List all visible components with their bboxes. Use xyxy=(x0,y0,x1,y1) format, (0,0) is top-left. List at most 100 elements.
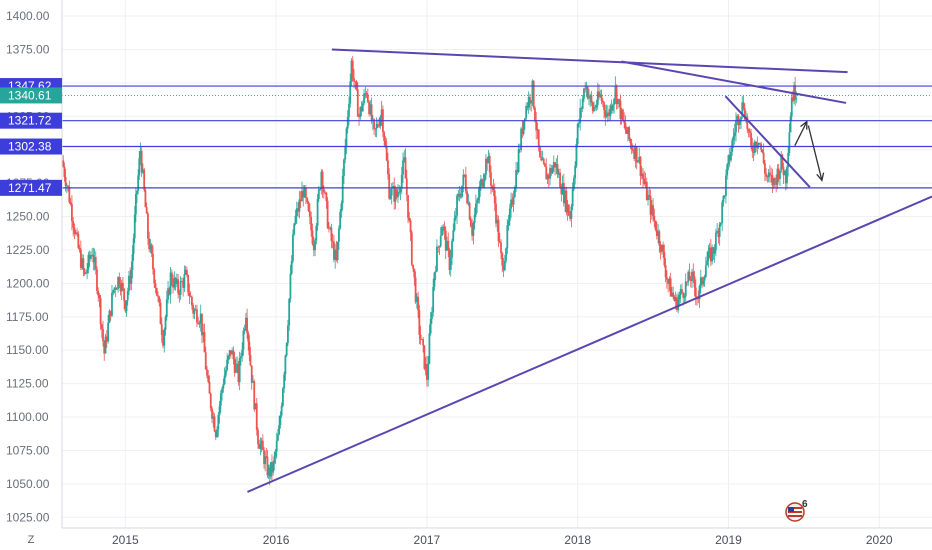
candle-body xyxy=(660,244,663,252)
candle-body xyxy=(149,244,152,250)
candle-body xyxy=(572,178,575,190)
candle-body xyxy=(112,290,115,293)
candle-body xyxy=(245,317,247,329)
candle-body xyxy=(531,80,534,101)
candle-body xyxy=(683,296,686,298)
candle-body xyxy=(428,333,431,364)
candle-body xyxy=(569,215,572,219)
candle-body xyxy=(476,200,479,204)
candle-body xyxy=(652,205,654,216)
candle-body xyxy=(667,279,670,284)
candle-body xyxy=(246,317,248,333)
candle-body xyxy=(795,98,798,100)
candle-body xyxy=(491,185,494,188)
candle-body xyxy=(725,175,727,196)
candle-body xyxy=(492,187,495,191)
level-label-bg xyxy=(0,87,62,104)
candle-body xyxy=(267,467,270,476)
candle-body xyxy=(119,284,122,292)
candle-body xyxy=(672,292,675,297)
candle-body xyxy=(520,128,523,150)
candle-body xyxy=(471,226,474,236)
candle-body xyxy=(779,170,781,180)
candle-body xyxy=(86,269,89,274)
candle-body xyxy=(126,291,129,301)
candle-body xyxy=(415,296,418,302)
candle-body xyxy=(676,297,678,311)
candle-body xyxy=(730,151,732,161)
candle-body xyxy=(782,167,785,176)
candle-body xyxy=(351,60,354,78)
candle-body xyxy=(198,323,201,325)
candle-body xyxy=(549,168,551,179)
level-label-text: 1271.47 xyxy=(8,181,52,195)
candle-body xyxy=(437,246,440,248)
candle-body xyxy=(232,350,235,360)
candle-body xyxy=(316,199,319,226)
candle-body xyxy=(329,227,332,229)
candle-body xyxy=(294,215,297,224)
candle-body xyxy=(632,149,634,152)
candle-body xyxy=(780,154,783,171)
candle-body xyxy=(464,174,467,192)
candle-body xyxy=(266,456,269,476)
candle-body xyxy=(183,274,186,288)
candle-body xyxy=(746,116,749,130)
candle-body xyxy=(290,261,293,274)
candle-body xyxy=(393,186,396,202)
candle-body xyxy=(319,189,321,190)
zoom-button[interactable]: Z xyxy=(20,530,42,548)
candle-body xyxy=(633,151,636,159)
candle-body xyxy=(271,462,273,473)
candle-body xyxy=(748,130,751,133)
candle-body xyxy=(192,305,195,314)
candle-body xyxy=(766,176,769,178)
candle-body xyxy=(502,265,505,271)
candle-body xyxy=(194,309,197,311)
candle-body xyxy=(104,336,107,354)
x-tick-label: 2015 xyxy=(112,533,139,547)
candle-body xyxy=(299,199,302,202)
candle-body xyxy=(359,107,362,117)
candle-body xyxy=(669,278,672,297)
candle-body xyxy=(647,194,649,201)
candle-body xyxy=(628,127,631,140)
candle-body xyxy=(534,107,536,121)
candle-body xyxy=(775,179,778,185)
candle-body xyxy=(485,158,487,175)
candle-body xyxy=(762,152,765,164)
candle-body xyxy=(231,350,234,355)
candle-body xyxy=(321,171,324,190)
candle-body xyxy=(179,281,182,295)
candle-body xyxy=(214,431,217,438)
candle-body xyxy=(145,207,148,214)
candle-body xyxy=(467,202,470,204)
candle-body xyxy=(207,375,210,382)
candle-body xyxy=(689,280,692,282)
candle-body xyxy=(516,169,519,173)
candle-body xyxy=(376,124,379,126)
candle-body xyxy=(395,189,398,198)
candle-body xyxy=(380,109,383,117)
candle-body xyxy=(289,273,292,299)
candle-body xyxy=(366,94,369,102)
candle-body xyxy=(472,222,475,236)
x-tick-label: 2017 xyxy=(414,533,441,547)
candle-body xyxy=(370,104,373,122)
candle-body xyxy=(649,196,652,215)
candle-body xyxy=(353,77,355,82)
event-badge-count: 6 xyxy=(802,499,808,510)
candle-body xyxy=(409,220,412,233)
candle-body xyxy=(527,96,530,108)
candle-body xyxy=(223,375,226,385)
y-tick-label: 1225.00 xyxy=(6,243,50,257)
candle-body xyxy=(584,88,587,90)
candle-body xyxy=(482,181,485,187)
candle-body xyxy=(481,179,484,187)
candle-body xyxy=(763,163,766,174)
candle-body xyxy=(508,208,511,221)
candle-body xyxy=(721,202,724,223)
event-badge[interactable]: 6 xyxy=(785,499,808,522)
candle-body xyxy=(444,230,447,251)
candle-body xyxy=(217,415,220,430)
